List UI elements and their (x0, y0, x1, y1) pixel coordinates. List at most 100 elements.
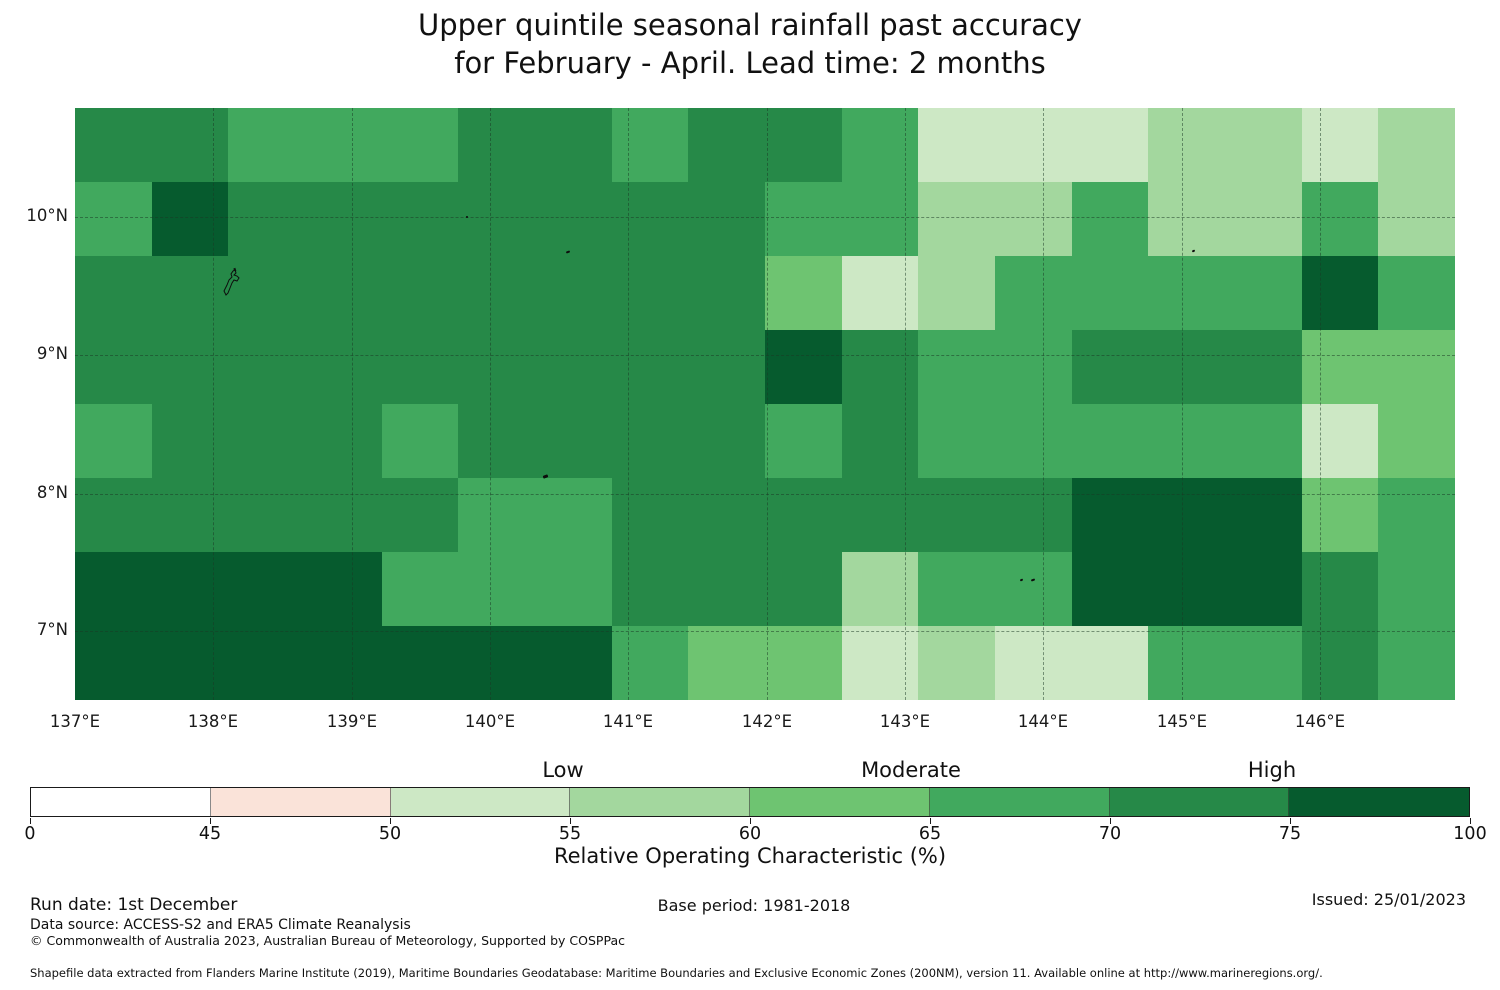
map-cell-r4c15-roc-65-70 (1224, 404, 1302, 478)
map-cell-r7c6-roc-75-100 (534, 626, 612, 700)
map-cell-r2c15-roc-65-70 (1224, 256, 1302, 330)
map-cell-r4c8-roc-70-75 (688, 404, 765, 478)
map-cell-r4c2-roc-70-75 (228, 404, 305, 478)
map-cell-r7c9-roc-60-65 (764, 626, 842, 700)
gridline-140°E (490, 108, 491, 700)
colorbar-tickmark-75 (1290, 818, 1291, 824)
map-cell-r6c3-roc-75-100 (304, 552, 382, 626)
lon-tick-141°E: 141°E (602, 712, 654, 731)
map-cell-r1c16-roc-65-70 (1301, 182, 1379, 256)
map-cell-r3c6-roc-70-75 (534, 330, 612, 404)
map-cell-r4c12-roc-65-70 (994, 404, 1072, 478)
map-cell-r6c14-roc-75-100 (1148, 552, 1225, 626)
map-cell-r4c9-roc-65-70 (764, 404, 842, 478)
colorbar-tick-label-75: 75 (1278, 824, 1302, 844)
map-cell-r3c7-roc-70-75 (611, 330, 689, 404)
map-cell-r7c16-roc-70-75 (1301, 626, 1379, 700)
map-cell-r0c17-roc-55-60 (1378, 108, 1455, 182)
map-cell-r5c17-roc-65-70 (1378, 478, 1455, 552)
colorbar-segment-45-50 (210, 788, 391, 816)
map-cell-r4c10-roc-70-75 (841, 404, 919, 478)
map-cell-r6c9-roc-70-75 (764, 552, 842, 626)
map-cell-r6c0-roc-75-100 (75, 552, 152, 626)
map-cell-r5c11-roc-70-75 (918, 478, 995, 552)
map-cell-r5c10-roc-70-75 (841, 478, 919, 552)
map-cell-r6c7-roc-70-75 (611, 552, 689, 626)
map-cell-r6c13-roc-75-100 (1071, 552, 1149, 626)
map-cell-r0c10-roc-65-70 (841, 108, 919, 182)
map-cell-r4c0-roc-65-70 (75, 404, 152, 478)
map-cell-r1c2-roc-70-75 (228, 182, 305, 256)
map-cell-r7c7-roc-65-70 (611, 626, 689, 700)
map-cell-r7c14-roc-65-70 (1148, 626, 1225, 700)
map-cell-r5c15-roc-75-100 (1224, 478, 1302, 552)
map-cell-r5c4-roc-70-75 (381, 478, 459, 552)
colorbar-tick-label-65: 65 (918, 824, 942, 844)
map-cell-r0c16-roc-50-55 (1301, 108, 1379, 182)
gridline-138°E (213, 108, 214, 700)
map-cell-r6c17-roc-65-70 (1378, 552, 1455, 626)
map-cell-r3c1-roc-70-75 (151, 330, 229, 404)
map-cell-r0c2-roc-65-70 (228, 108, 305, 182)
map-cell-r4c14-roc-65-70 (1148, 404, 1225, 478)
colorbar-axis-label: Relative Operating Characteristic (%) (553, 844, 947, 868)
map-cell-r7c10-roc-50-55 (841, 626, 919, 700)
gridline-144°E (1043, 108, 1044, 700)
lat-tick-8°N: 8°N (36, 483, 68, 502)
gridline-145°E (1182, 108, 1183, 700)
map-cell-r6c12-roc-65-70 (994, 552, 1072, 626)
colorbar-tick-label-0: 0 (24, 824, 36, 844)
map-cell-r0c15-roc-55-60 (1224, 108, 1302, 182)
colorbar-category-moderate: Moderate (861, 758, 961, 782)
map-cell-r1c17-roc-55-60 (1378, 182, 1455, 256)
map-grid (75, 108, 1455, 700)
colorbar-category-high: High (1247, 758, 1297, 782)
colorbar-tickmark-45 (210, 818, 211, 824)
map-cell-r0c12-roc-50-55 (994, 108, 1072, 182)
map-cell-r3c17-roc-60-65 (1378, 330, 1455, 404)
map-cell-r7c15-roc-65-70 (1224, 626, 1302, 700)
map-cell-r1c7-roc-70-75 (611, 182, 689, 256)
map-cell-r2c7-roc-70-75 (611, 256, 689, 330)
map-cell-r6c1-roc-75-100 (151, 552, 229, 626)
map-cell-r6c15-roc-75-100 (1224, 552, 1302, 626)
map-cell-r1c5-roc-70-75 (458, 182, 535, 256)
map-cell-r7c13-roc-50-55 (1071, 626, 1149, 700)
colorbar-tick-label-60: 60 (738, 824, 762, 844)
map-cell-r0c11-roc-50-55 (918, 108, 995, 182)
map-cell-r4c5-roc-70-75 (458, 404, 535, 478)
map-cell-r1c11-roc-55-60 (918, 182, 995, 256)
map-cell-r0c1-roc-70-75 (151, 108, 229, 182)
map-cell-r2c2-roc-70-75 (228, 256, 305, 330)
map-cell-r3c13-roc-70-75 (1071, 330, 1149, 404)
map-cell-r0c13-roc-50-55 (1071, 108, 1149, 182)
lon-tick-142°E: 142°E (741, 712, 793, 731)
map-cell-r7c3-roc-75-100 (304, 626, 382, 700)
colorbar-segment-70-75 (1109, 788, 1290, 816)
map-cell-r7c12-roc-50-55 (994, 626, 1072, 700)
map-cell-r2c1-roc-70-75 (151, 256, 229, 330)
gridline-141°E (628, 108, 629, 700)
island-outline (223, 267, 240, 296)
gridline-8°N (75, 494, 1455, 495)
map-cell-r2c13-roc-65-70 (1071, 256, 1149, 330)
map-cell-r3c8-roc-70-75 (688, 330, 765, 404)
map-cell-r5c3-roc-70-75 (304, 478, 382, 552)
colorbar-tickmark-0 (30, 818, 31, 824)
map-cell-r1c9-roc-65-70 (764, 182, 842, 256)
map-cell-r5c6-roc-65-70 (534, 478, 612, 552)
map-cell-r4c11-roc-65-70 (918, 404, 995, 478)
gridline-139°E (352, 108, 353, 700)
gridline-7°N (75, 631, 1455, 632)
map-cell-r0c14-roc-55-60 (1148, 108, 1225, 182)
colorbar-segment-75-100 (1289, 788, 1469, 816)
colorbar-category-low: Low (542, 758, 584, 782)
map-cell-r1c0-roc-65-70 (75, 182, 152, 256)
map-cell-r3c10-roc-70-75 (841, 330, 919, 404)
lon-tick-137°E: 137°E (49, 712, 101, 731)
map-cell-r2c11-roc-55-60 (918, 256, 995, 330)
lat-tick-10°N: 10°N (26, 206, 68, 225)
lon-tick-143°E: 143°E (879, 712, 931, 731)
map-cell-r5c2-roc-70-75 (228, 478, 305, 552)
